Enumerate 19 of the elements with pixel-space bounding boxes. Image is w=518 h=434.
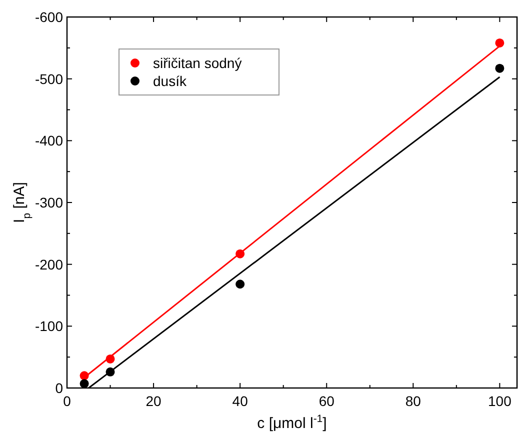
- x-axis-title: c [μmol l$^{-1}$]: [257, 413, 327, 432]
- point: [80, 379, 89, 388]
- legend-label: siřičitan sodný: [153, 55, 242, 71]
- x-tick-label: 20: [146, 393, 162, 409]
- point: [495, 38, 504, 48]
- point: [236, 280, 245, 289]
- y-tick-label: -600: [34, 9, 64, 25]
- x-tick-label: 60: [318, 393, 335, 409]
- y-tick-label: -300: [34, 194, 64, 210]
- x-tick-label: 40: [232, 393, 248, 409]
- x-tick-label: 80: [405, 393, 422, 409]
- x-tick-label: 100: [488, 393, 512, 409]
- y-tick-label: -400: [34, 132, 64, 149]
- y-tick-label: -200: [34, 256, 64, 272]
- legend-label: dusík: [153, 73, 188, 89]
- y-tick-label: -100: [34, 318, 64, 334]
- point: [495, 64, 504, 73]
- y-tick-label: -500: [34, 70, 64, 87]
- y-tick-label: 0: [55, 380, 64, 396]
